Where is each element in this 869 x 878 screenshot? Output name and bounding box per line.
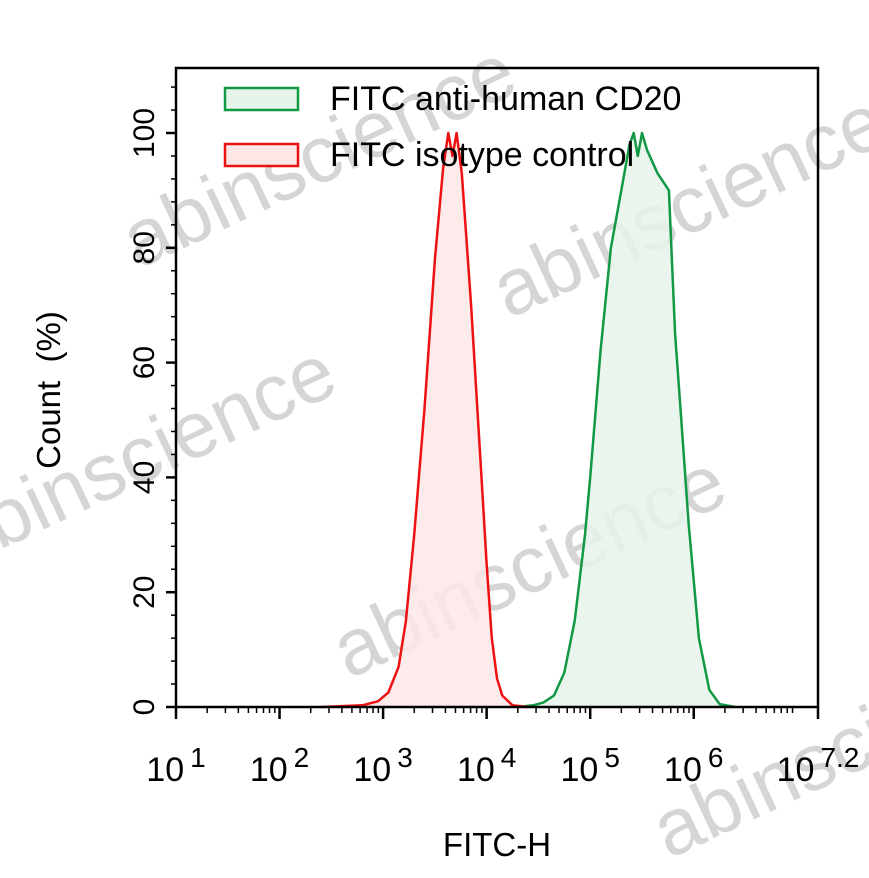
legend: FITC anti-human CD20 FITC isotype control [223,80,681,174]
y-tick-label: 0 [128,699,161,716]
x-tick-exponent: 3 [397,742,413,773]
x-tick-label: 10 4 [457,742,516,789]
legend-label: FITC isotype control [330,136,634,174]
y-tick-label: 80 [128,231,161,264]
x-tick-base: 10 [353,751,391,789]
x-tick-exponent: 2 [294,742,310,773]
x-tick-label: 10 2 [250,742,309,789]
x-tick-base: 10 [457,751,495,789]
y-axis-label: Count (%) [30,311,67,469]
legend-label: FITC anti-human CD20 [330,80,681,118]
x-axis-label: FITC-H [443,826,551,863]
legend-swatch-1 [223,142,300,168]
x-tick-exponent: 5 [604,742,620,773]
x-tick-label: 10 7.2 [777,742,860,789]
x-tick-label: 10 3 [353,742,412,789]
x-tick-exponent: 1 [190,742,206,773]
x-tick-base: 10 [560,751,598,789]
series-line-0 [517,131,736,709]
plot-frame [174,66,820,709]
x-tick-exponent: 6 [708,742,724,773]
x-tick-label: 10 6 [664,742,723,789]
series-layer [320,131,736,709]
x-tick-base: 10 [146,751,184,789]
x-tick-base: 10 [664,751,702,789]
series-fill-0 [517,133,736,707]
series-line-1 [320,131,529,709]
x-tick-label: 10 1 [146,742,205,789]
y-tick-label: 20 [128,576,161,609]
x-tick-exponent: 7.2 [820,742,859,773]
x-tick-exponent: 4 [501,742,517,773]
y-tick-label: 100 [128,108,161,158]
x-tick-base: 10 [250,751,288,789]
y-tick-label: 40 [128,461,161,494]
x-tick-base: 10 [777,751,815,789]
x-tick-label: 10 5 [560,742,619,789]
legend-swatch-0 [223,86,300,112]
y-tick-label: 60 [128,346,161,379]
